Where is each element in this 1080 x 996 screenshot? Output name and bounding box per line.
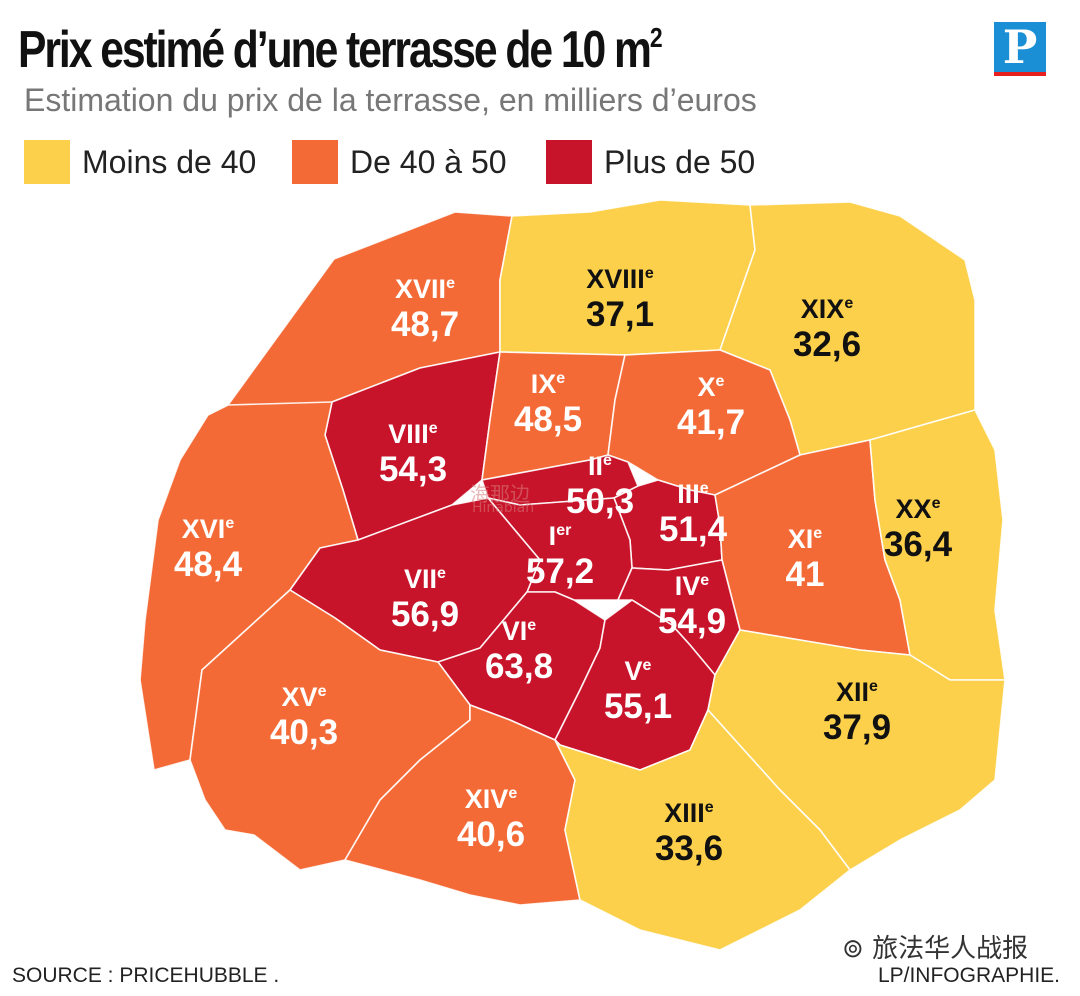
district-value-xix: 32,6 <box>793 325 861 364</box>
district-value-i: 57,2 <box>526 552 594 591</box>
district-numeral-xii: XIIe <box>836 677 878 707</box>
district-numeral-xx: XXe <box>896 494 941 524</box>
district-numeral-xvii: XVIIe <box>395 274 455 304</box>
district-numeral-vii: VIIe <box>404 564 446 594</box>
legend-label-high: Plus de 50 <box>604 144 756 180</box>
district-value-xvii: 48,7 <box>391 305 459 344</box>
district-value-xv: 40,3 <box>270 713 338 752</box>
district-numeral-xiv: XIVe <box>465 784 518 814</box>
district-value-xx: 36,4 <box>884 525 953 564</box>
district-value-viii: 54,3 <box>379 450 447 489</box>
district-value-x: 41,7 <box>677 403 745 442</box>
district-value-vi: 63,8 <box>485 647 553 686</box>
page-subtitle: Estimation du prix de la terrasse, en mi… <box>24 82 757 118</box>
legend-swatch-low <box>24 140 70 184</box>
district-value-ii: 50,3 <box>566 482 634 521</box>
district-numeral-xvi: XVIe <box>182 514 235 544</box>
map-shapes <box>139 199 1006 951</box>
district-numeral-xiii: XIIIe <box>664 798 714 828</box>
district-value-xviii: 37,1 <box>586 295 654 334</box>
district-numeral-xv: XVe <box>282 682 327 712</box>
source-note: SOURCE : PRICEHUBBLE . <box>12 964 280 987</box>
legend-swatch-high <box>546 140 592 184</box>
district-numeral-xix: XIXe <box>801 294 854 324</box>
district-numeral-x: Xe <box>698 372 725 402</box>
legend-swatch-mid <box>292 140 338 184</box>
district-shape-xiii <box>554 709 851 951</box>
district-numeral-ii: IIe <box>588 451 612 481</box>
district-numeral-v: Ve <box>625 656 652 686</box>
district-numeral-xi: XIe <box>788 524 823 554</box>
district-value-iii: 51,4 <box>659 510 728 549</box>
legend-label-low: Moins de 40 <box>82 144 257 180</box>
district-numeral-viii: VIIIe <box>388 419 438 449</box>
district-value-ix: 48,5 <box>514 400 582 439</box>
district-numeral-xviii: XVIIIe <box>586 264 654 294</box>
district-numeral-vi: VIe <box>502 616 537 646</box>
district-numeral-iv: IVe <box>675 571 710 601</box>
district-value-xiv: 40,6 <box>457 815 525 854</box>
le-parisien-logo: P <box>994 22 1046 76</box>
page-title: Prix estimé d’une terrasse de 10 m2 <box>18 21 663 79</box>
credit-note: LP/INFOGRAPHIE. <box>877 964 1060 987</box>
haibian-watermark-latin: Hinabian <box>472 500 535 516</box>
district-value-xiii: 33,6 <box>655 829 723 868</box>
district-value-xi: 41 <box>786 555 825 594</box>
district-value-xvi: 48,4 <box>174 545 243 584</box>
district-numeral-ix: IXe <box>531 369 566 399</box>
legend-label-mid: De 40 à 50 <box>350 144 507 180</box>
district-numeral-i: Ier <box>549 521 572 551</box>
district-numeral-iii: IIIe <box>677 479 709 509</box>
district-value-vii: 56,9 <box>391 595 459 634</box>
district-value-xii: 37,9 <box>823 708 891 747</box>
district-value-iv: 54,9 <box>658 602 726 641</box>
haibian-watermark: 海那边 <box>470 482 530 506</box>
district-value-v: 55,1 <box>604 687 672 726</box>
wechat-watermark: ⊚ 旅法华人战报 <box>842 934 1029 964</box>
